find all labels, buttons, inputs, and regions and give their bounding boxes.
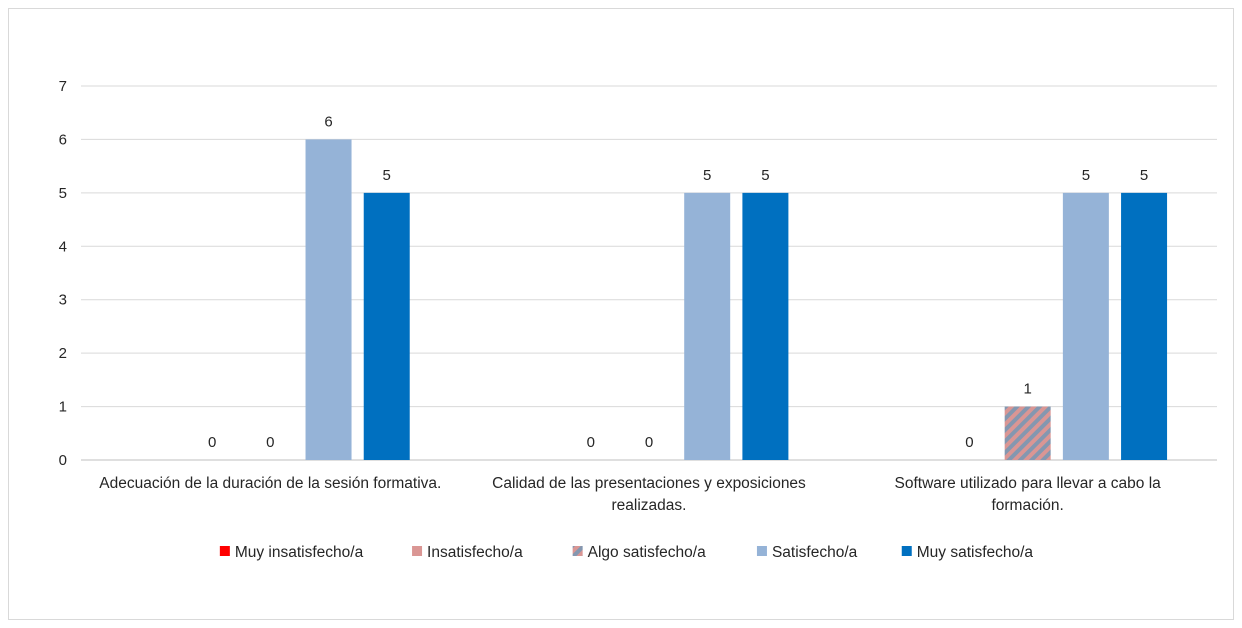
y-tick-label: 3 bbox=[59, 292, 67, 309]
legend-label: Insatisfecho/a bbox=[427, 544, 523, 561]
bar bbox=[684, 192, 731, 460]
bar bbox=[305, 139, 352, 460]
data-label: 0 bbox=[645, 434, 653, 451]
y-tick-label: 7 bbox=[59, 78, 67, 95]
data-label: 6 bbox=[324, 113, 332, 130]
legend-label: Muy insatisfecho/a bbox=[235, 544, 364, 561]
y-tick-label: 6 bbox=[59, 131, 67, 148]
bar bbox=[742, 192, 789, 460]
category-label: Calidad de las presentaciones y exposici… bbox=[492, 475, 806, 492]
bar bbox=[1004, 406, 1051, 460]
y-tick-label: 0 bbox=[59, 452, 67, 469]
data-label: 5 bbox=[1140, 167, 1148, 184]
data-label: 0 bbox=[266, 434, 274, 451]
legend-label: Satisfecho/a bbox=[772, 544, 858, 561]
category-label: realizadas. bbox=[612, 497, 687, 514]
y-tick-label: 4 bbox=[59, 238, 67, 255]
x-axis-category-labels: Adecuación de la duración de la sesión f… bbox=[99, 475, 1161, 514]
y-tick-label: 1 bbox=[59, 399, 67, 416]
category-label: Adecuación de la duración de la sesión f… bbox=[99, 475, 441, 492]
bar bbox=[363, 192, 410, 460]
data-labels: 0 0 6 5 0 0 5 5 0 1 5 5 bbox=[208, 113, 1148, 451]
data-label: 0 bbox=[965, 434, 973, 451]
data-label: 5 bbox=[383, 167, 391, 184]
y-tick-label: 2 bbox=[59, 345, 67, 362]
category-label: Software utilizado para llevar a cabo la bbox=[895, 475, 1162, 492]
legend: Muy insatisfecho/a Insatisfecho/a Algo sat… bbox=[219, 544, 1034, 561]
bars bbox=[305, 139, 1168, 460]
bar bbox=[1121, 192, 1168, 460]
data-label: 5 bbox=[1082, 167, 1090, 184]
data-label: 0 bbox=[208, 434, 216, 451]
category-label: formación. bbox=[991, 497, 1063, 514]
legend-label: Algo satisfecho/a bbox=[588, 544, 706, 561]
data-label: 0 bbox=[587, 434, 595, 451]
legend-swatch bbox=[219, 546, 230, 556]
legend-swatch bbox=[756, 546, 767, 556]
data-label: 5 bbox=[761, 167, 769, 184]
legend-swatch bbox=[412, 546, 423, 556]
legend-label: Muy satisfecho/a bbox=[917, 544, 1034, 561]
gridlines bbox=[81, 85, 1217, 461]
y-axis-ticks: 0 1 2 3 4 5 6 7 bbox=[59, 78, 67, 469]
y-tick-label: 5 bbox=[59, 185, 67, 202]
data-label: 5 bbox=[703, 167, 711, 184]
data-label: 1 bbox=[1023, 381, 1031, 398]
bar-chart: 0 1 2 3 4 5 6 7 0 0 6 5 0 0 5 5 0 1 5 5 Adecuación de la d… bbox=[59, 78, 1217, 561]
bar bbox=[1062, 192, 1109, 460]
legend-swatch bbox=[901, 546, 912, 556]
chart-frame: 0 1 2 3 4 5 6 7 0 0 6 5 0 0 5 5 0 1 5 5 Adecuación de la d… bbox=[8, 8, 1234, 620]
legend-swatch bbox=[572, 546, 583, 556]
